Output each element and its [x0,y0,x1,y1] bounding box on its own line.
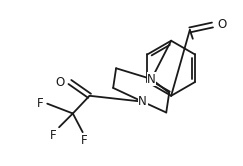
Text: O: O [56,76,65,88]
Text: F: F [81,134,88,147]
Text: N: N [138,95,147,108]
Text: O: O [217,18,227,32]
Text: N: N [147,73,156,85]
Text: F: F [50,129,56,142]
Text: F: F [37,97,43,110]
